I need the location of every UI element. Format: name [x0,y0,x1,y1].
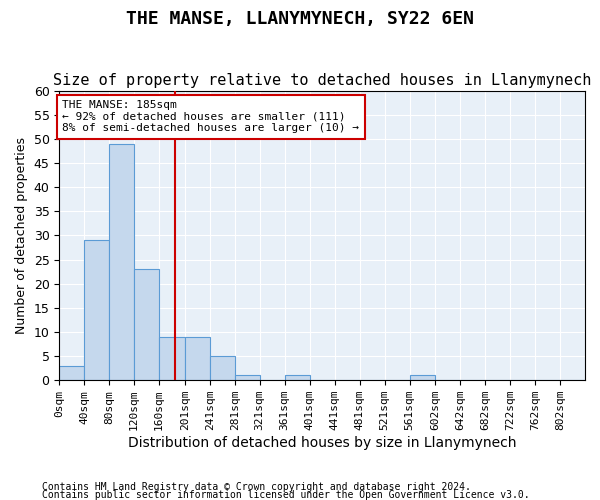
Bar [210,356,235,380]
Y-axis label: Number of detached properties: Number of detached properties [15,137,28,334]
Bar [84,240,109,380]
Bar [59,366,84,380]
Text: Contains public sector information licensed under the Open Government Licence v3: Contains public sector information licen… [42,490,530,500]
Bar [159,337,185,380]
Text: THE MANSE, LLANYMYNECH, SY22 6EN: THE MANSE, LLANYMYNECH, SY22 6EN [126,10,474,28]
Bar [284,376,310,380]
Bar [235,376,260,380]
Bar [410,376,435,380]
X-axis label: Distribution of detached houses by size in Llanymynech: Distribution of detached houses by size … [128,436,517,450]
Text: Contains HM Land Registry data © Crown copyright and database right 2024.: Contains HM Land Registry data © Crown c… [42,482,471,492]
Text: THE MANSE: 185sqm
← 92% of detached houses are smaller (111)
8% of semi-detached: THE MANSE: 185sqm ← 92% of detached hous… [62,100,359,134]
Bar [185,337,210,380]
Bar [134,269,159,380]
Title: Size of property relative to detached houses in Llanymynech: Size of property relative to detached ho… [53,73,592,88]
Bar [109,144,134,380]
